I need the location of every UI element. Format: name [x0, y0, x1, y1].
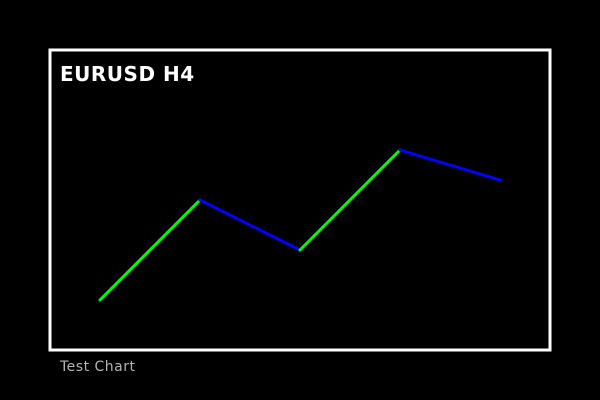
series-segment-1-up [98, 198, 202, 302]
series-segment-3-up [298, 148, 402, 252]
price-series [98, 148, 502, 302]
series-segment-4-down [398, 148, 502, 182]
series-segment-2-down [198, 198, 302, 252]
chart-title: EURUSD H4 [60, 62, 195, 86]
chart-frame [48, 48, 552, 352]
chart-caption: Test Chart [59, 359, 136, 375]
